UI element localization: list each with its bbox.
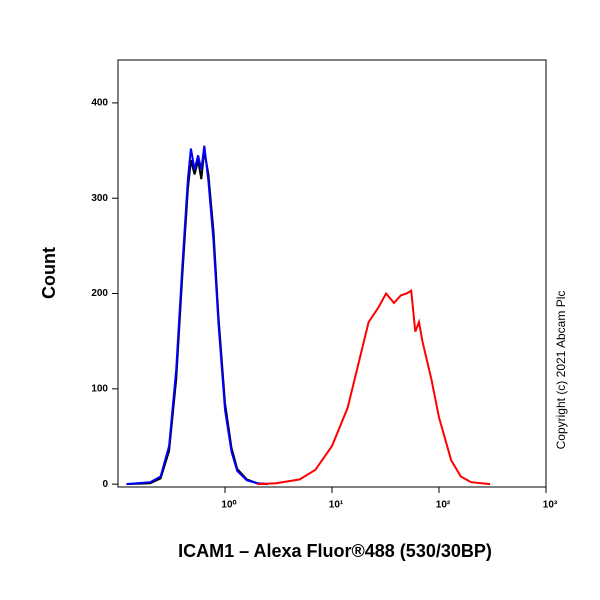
x-tick-label: 10¹ (329, 500, 344, 511)
histogram-line (126, 145, 268, 486)
x-tick-label: 10⁰ (221, 500, 236, 511)
y-tick-label: 400 (91, 98, 108, 109)
x-tick-label: 10³ (543, 500, 558, 511)
histogram-line (257, 288, 491, 486)
y-tick-label: 200 (91, 288, 108, 299)
y-axis-label: Count (39, 247, 59, 299)
copyright: Copyright (c) 2021 Abcam Plc (554, 291, 568, 450)
x-axis-label: ICAM1 – Alexa Fluor®488 (530/30BP) (178, 541, 492, 561)
histogram-line (126, 150, 268, 486)
y-tick-label: 100 (91, 383, 108, 394)
x-tick-label: 10² (436, 500, 451, 511)
y-tick-label: 300 (91, 193, 108, 204)
y-tick-label: 0 (102, 479, 108, 490)
